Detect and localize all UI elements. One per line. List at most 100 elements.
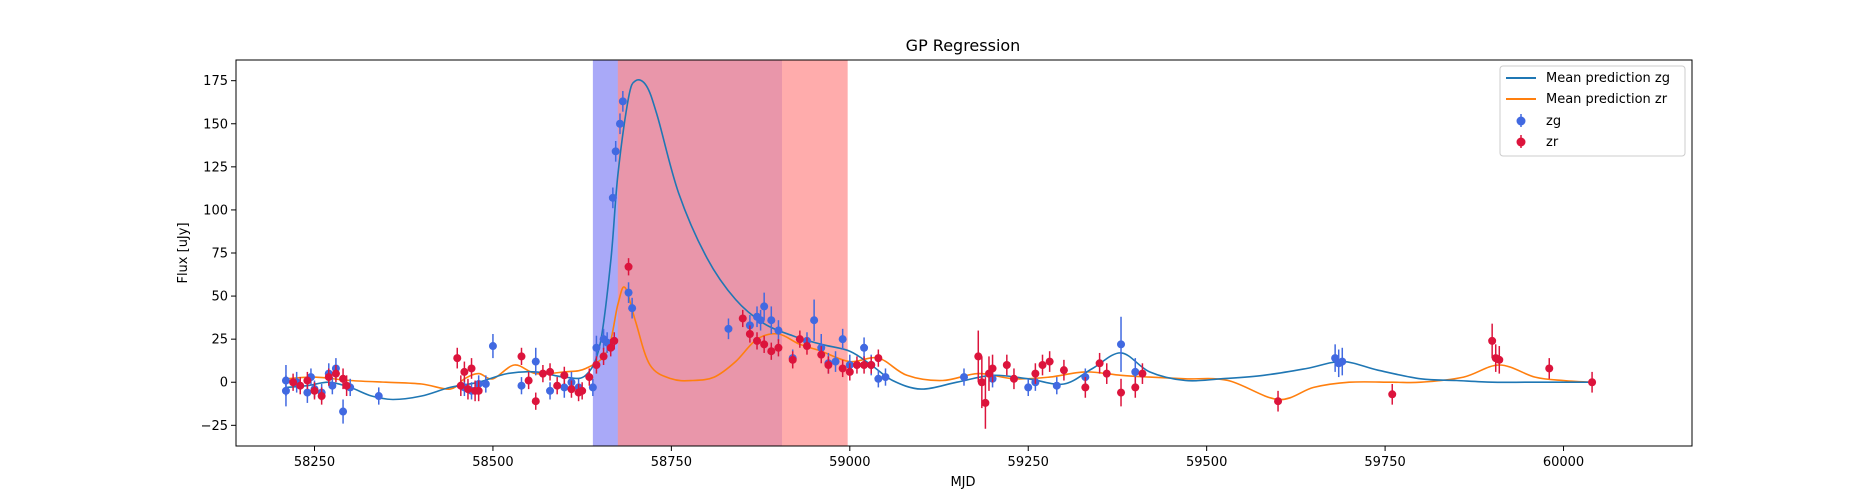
zr-point <box>331 369 340 378</box>
zg-point <box>531 357 540 366</box>
zr-point <box>531 397 540 406</box>
zr-point <box>1495 355 1504 364</box>
zr-point <box>738 314 747 323</box>
zr-point <box>988 364 997 373</box>
zg-point <box>810 316 819 325</box>
zr-point <box>1002 361 1011 370</box>
zg-point <box>588 383 597 392</box>
zr-point <box>467 364 476 373</box>
legend-swatch-zg <box>1516 116 1526 126</box>
zr-point <box>1038 361 1047 370</box>
zg-point <box>767 316 776 325</box>
zr-point <box>606 343 615 352</box>
plot-area <box>235 59 1693 447</box>
zr-point <box>824 361 833 370</box>
zr-point <box>1138 369 1147 378</box>
zr-point <box>460 367 469 376</box>
zg-point <box>615 119 624 128</box>
shaded-regions <box>592 60 848 446</box>
legend-box <box>1499 65 1686 157</box>
zg-point <box>756 316 765 325</box>
zr-point <box>767 347 776 356</box>
y-axis: −25 0 25 50 75 100 125 150 175 <box>201 74 236 434</box>
data-points <box>281 91 1597 429</box>
zg-point <box>1024 383 1033 392</box>
y-tick-label: 75 <box>211 247 228 262</box>
zr-point <box>774 343 783 352</box>
zr-point <box>753 336 762 345</box>
zr-point <box>1488 336 1497 345</box>
x-axis-label: MJD <box>950 475 975 490</box>
zr-point <box>1117 388 1126 397</box>
zr-point <box>874 354 883 363</box>
chart-title: GP Regression <box>906 36 1021 55</box>
zr-point <box>553 381 562 390</box>
zr-point <box>1009 374 1018 383</box>
legend-label-zg: zg <box>1546 114 1561 129</box>
zr-point <box>592 361 601 370</box>
zr-point <box>324 373 333 382</box>
zr-point <box>339 374 348 383</box>
x-axis: 58250 58500 58750 59000 59250 59500 59750 60000 <box>294 446 1584 470</box>
x-tick-label: 58500 <box>472 455 513 470</box>
y-tick-label: 0 <box>220 376 228 391</box>
x-tick-label: 59000 <box>829 455 870 470</box>
x-tick-label: 58750 <box>651 455 692 470</box>
zg-point <box>960 373 968 382</box>
zr-point <box>974 352 983 361</box>
zr-point <box>560 371 569 380</box>
zr-point <box>817 350 826 359</box>
y-tick-label: 150 <box>203 117 228 132</box>
zr-point <box>303 376 312 385</box>
legend: Mean prediction zg Mean prediction zr zg… <box>1499 65 1686 157</box>
zr-point <box>867 361 876 370</box>
zr-point <box>538 369 547 378</box>
zr-point <box>745 329 754 338</box>
zg-point <box>628 304 637 313</box>
zr-point <box>1545 364 1554 373</box>
zr-point <box>852 361 861 370</box>
zr-point <box>1045 357 1054 366</box>
zg-point <box>881 373 890 382</box>
zg-point <box>774 326 783 335</box>
zr-point <box>578 386 587 395</box>
zr-point <box>624 262 633 271</box>
zr-point <box>317 392 326 401</box>
zr-point <box>788 355 797 364</box>
zg-point <box>488 342 497 351</box>
zr-point <box>546 367 555 376</box>
zg-point <box>618 97 627 106</box>
zg-point <box>281 386 290 395</box>
zg-point <box>592 343 601 352</box>
zr-point <box>802 342 811 351</box>
zg-point <box>517 381 526 390</box>
zg-point <box>339 407 348 416</box>
zr-point <box>1081 383 1090 392</box>
zg-point <box>1052 381 1061 390</box>
shaded-region-1 <box>617 60 848 446</box>
zr-point <box>342 381 351 390</box>
zr-point <box>585 373 594 382</box>
zr-point <box>289 378 298 387</box>
zg-point <box>328 381 337 390</box>
zg-point <box>831 357 840 366</box>
legend-label-mean-zr: Mean prediction zr <box>1546 92 1668 107</box>
zr-point <box>1059 366 1068 375</box>
zg-point <box>724 324 733 333</box>
zr-point <box>1388 390 1397 399</box>
y-axis-label: Flux [uJy] <box>176 222 191 283</box>
zr-point <box>1588 378 1597 387</box>
zr-point <box>1102 369 1111 378</box>
zr-point <box>1095 359 1104 368</box>
zr-point <box>838 364 847 373</box>
zr-point <box>567 385 576 394</box>
y-tick-label: 50 <box>211 290 228 305</box>
zg-point <box>374 392 383 401</box>
legend-label-mean-zg: Mean prediction zg <box>1546 71 1670 86</box>
zg-point <box>303 388 312 397</box>
zr-point <box>463 385 472 394</box>
zr-point <box>474 386 483 395</box>
zr-point <box>610 336 619 345</box>
legend-swatch-zr <box>1516 137 1526 147</box>
